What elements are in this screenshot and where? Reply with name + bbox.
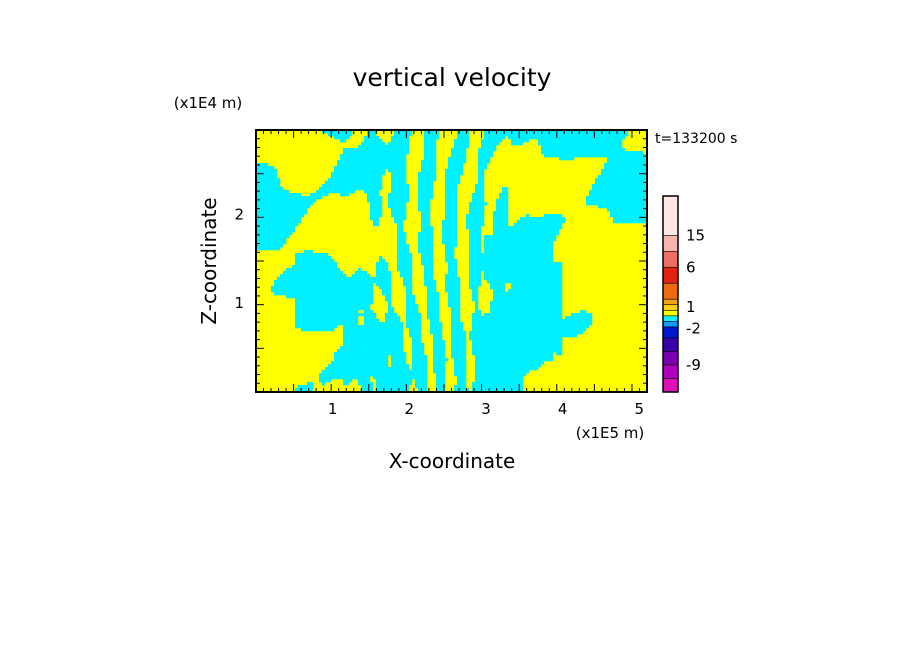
x-axis-title: X-coordinate xyxy=(389,449,516,473)
y-tick-label: 2 xyxy=(234,205,244,223)
x-tick-label: 3 xyxy=(481,400,491,418)
colorbar-tick-label: 1 xyxy=(686,298,696,316)
y-axis-title: Z-coordinate xyxy=(197,197,221,324)
colorbar-band xyxy=(662,351,679,366)
colorbar-band xyxy=(662,304,679,311)
y-unit-label: (x1E4 m) xyxy=(174,94,243,112)
x-unit-label: (x1E5 m) xyxy=(576,424,645,442)
x-tick-label: 2 xyxy=(405,400,415,418)
x-tick-label: 5 xyxy=(635,400,645,418)
colorbar-tick-label: 6 xyxy=(686,258,696,276)
colorbar-band xyxy=(662,378,679,393)
colorbar-tick-label: -2 xyxy=(686,319,701,337)
colorbar-band xyxy=(662,364,679,379)
colorbar-band xyxy=(662,337,679,352)
colorbar-band xyxy=(662,282,679,300)
colorbar-tick-label: 15 xyxy=(686,226,705,244)
colorbar-band xyxy=(662,326,679,339)
x-tick-label: 4 xyxy=(558,400,568,418)
y-axis-ticks: 12 xyxy=(234,205,244,312)
colorbar-band xyxy=(662,250,679,268)
colorbar-frame xyxy=(662,195,679,393)
x-tick-label: 1 xyxy=(328,400,338,418)
colorbar-band xyxy=(662,298,679,306)
chart-title: vertical velocity xyxy=(353,63,552,92)
colorbar: 15 6 1 -2 -9 xyxy=(662,195,705,393)
colorbar-band xyxy=(662,266,679,284)
colorbar-band xyxy=(662,235,679,252)
contour-field xyxy=(256,130,647,392)
colorbar-tick-label: -9 xyxy=(686,356,701,374)
x-axis-ticks: 1 2 3 4 5 xyxy=(328,400,644,418)
colorbar-band xyxy=(662,195,679,236)
colorbar-band xyxy=(662,315,679,322)
y-tick-label: 1 xyxy=(234,294,244,312)
frame-ticks xyxy=(255,129,648,393)
colorbar-band xyxy=(662,321,679,328)
time-label: t=133200 s xyxy=(655,131,737,147)
colorbar-band xyxy=(662,309,679,317)
